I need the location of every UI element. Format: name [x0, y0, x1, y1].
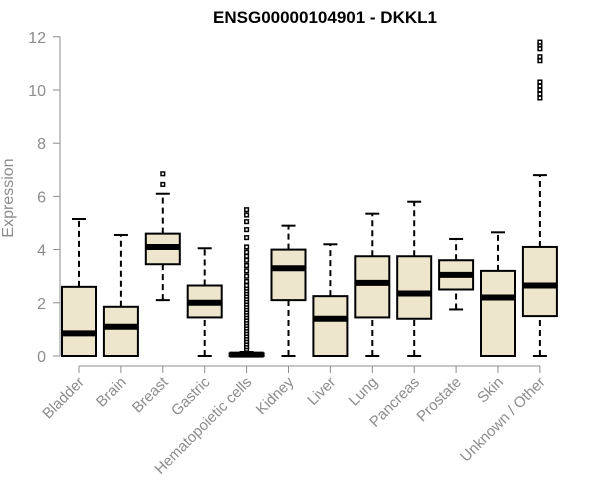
- box-liver: [312, 243, 349, 357]
- y-tick-label: 12: [28, 30, 46, 47]
- outlier-point: [537, 54, 543, 60]
- outlier-point: [537, 79, 543, 85]
- outlier-point: [244, 227, 250, 233]
- x-tick-label: Brain: [93, 374, 130, 411]
- x-tick-label: Liver: [304, 374, 339, 409]
- box-brain: [102, 233, 139, 358]
- y-tick-label: 2: [37, 296, 46, 313]
- y-tick-label: 0: [37, 349, 46, 366]
- outlier-point: [244, 244, 250, 250]
- y-axis: 0 2 4 6 8 10 12: [28, 30, 61, 366]
- box-iqr: [521, 245, 558, 318]
- boxes-group: [61, 39, 558, 358]
- x-tick-label: Kidney: [253, 373, 298, 418]
- box-hematopoietic-cells: [228, 207, 265, 358]
- y-axis-label: Expression: [0, 158, 17, 237]
- outlier-point: [537, 87, 543, 93]
- x-tick-label: Lung: [346, 374, 382, 410]
- outlier-point: [537, 58, 543, 64]
- box-breast: [144, 171, 181, 302]
- box-iqr: [396, 255, 433, 320]
- outlier-point: [244, 263, 250, 269]
- y-tick-label: 6: [37, 189, 46, 206]
- outlier-point: [244, 253, 250, 259]
- box-lung: [354, 212, 391, 357]
- outlier-point: [244, 282, 250, 289]
- box-iqr: [354, 255, 391, 319]
- outlier-point: [244, 273, 250, 279]
- x-tick-label: Bladder: [39, 374, 88, 423]
- y-tick-label: 8: [37, 136, 46, 153]
- y-tick-label: 4: [37, 243, 46, 260]
- outlier-point: [244, 219, 250, 225]
- outlier-point: [537, 39, 543, 45]
- x-tick-label: Skin: [474, 374, 507, 407]
- outlier-point: [244, 257, 250, 263]
- box-iqr: [480, 269, 516, 358]
- box-gastric: [186, 247, 223, 357]
- outlier-point: [537, 91, 543, 97]
- outlier-point: [244, 278, 250, 285]
- box-iqr: [312, 295, 349, 357]
- chart-title: ENSG00000104901 - DKKL1: [213, 8, 437, 27]
- box-iqr: [270, 248, 307, 302]
- outlier-point: [244, 268, 250, 274]
- box-bladder: [61, 218, 97, 357]
- box-iqr: [61, 285, 97, 357]
- box-unknown-other: [521, 39, 558, 357]
- y-tick-label: 10: [28, 83, 46, 100]
- outlier-point: [244, 249, 250, 255]
- outlier-point: [160, 171, 166, 177]
- x-tick-label: Prostate: [413, 374, 465, 426]
- box-kidney: [270, 224, 307, 357]
- x-tick-label: Breast: [129, 373, 172, 416]
- box-iqr: [102, 305, 139, 358]
- box-skin: [480, 231, 516, 358]
- outlier-point: [537, 95, 543, 101]
- outlier-point: [160, 181, 166, 187]
- box-prostate: [438, 237, 475, 311]
- outlier-point: [244, 235, 250, 241]
- outlier-point: [244, 207, 250, 213]
- outlier-point: [537, 46, 543, 52]
- box-pancreas: [396, 200, 433, 357]
- outlier-point: [244, 212, 250, 218]
- outlier-point: [537, 83, 543, 89]
